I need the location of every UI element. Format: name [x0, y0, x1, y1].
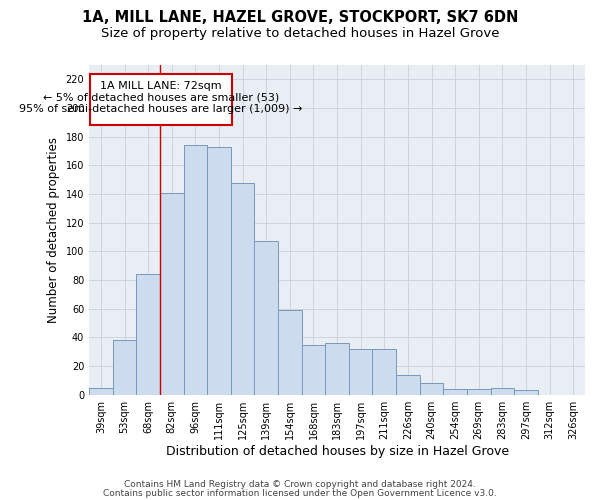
Text: 1A MILL LANE: 72sqm: 1A MILL LANE: 72sqm [100, 81, 222, 91]
Text: Size of property relative to detached houses in Hazel Grove: Size of property relative to detached ho… [101, 28, 499, 40]
Bar [420, 383, 443, 394]
Bar [514, 390, 538, 394]
Bar [491, 388, 514, 394]
Bar [349, 349, 373, 395]
Text: 1A, MILL LANE, HAZEL GROVE, STOCKPORT, SK7 6DN: 1A, MILL LANE, HAZEL GROVE, STOCKPORT, S… [82, 10, 518, 25]
Bar [207, 146, 231, 394]
Bar [89, 388, 113, 394]
Bar [325, 343, 349, 394]
Bar [443, 389, 467, 394]
X-axis label: Distribution of detached houses by size in Hazel Grove: Distribution of detached houses by size … [166, 444, 509, 458]
Y-axis label: Number of detached properties: Number of detached properties [47, 137, 60, 323]
Bar [278, 310, 302, 394]
Bar [160, 192, 184, 394]
Text: ← 5% of detached houses are smaller (53): ← 5% of detached houses are smaller (53) [43, 92, 279, 102]
Bar [302, 344, 325, 395]
Bar [254, 242, 278, 394]
Bar [373, 349, 396, 395]
Bar [231, 182, 254, 394]
Bar [113, 340, 136, 394]
Text: 95% of semi-detached houses are larger (1,009) →: 95% of semi-detached houses are larger (… [19, 104, 303, 114]
Text: Contains public sector information licensed under the Open Government Licence v3: Contains public sector information licen… [103, 488, 497, 498]
Bar [396, 374, 420, 394]
Bar [184, 146, 207, 394]
Bar [91, 74, 232, 125]
Bar [467, 389, 491, 394]
Text: Contains HM Land Registry data © Crown copyright and database right 2024.: Contains HM Land Registry data © Crown c… [124, 480, 476, 489]
Bar [136, 274, 160, 394]
